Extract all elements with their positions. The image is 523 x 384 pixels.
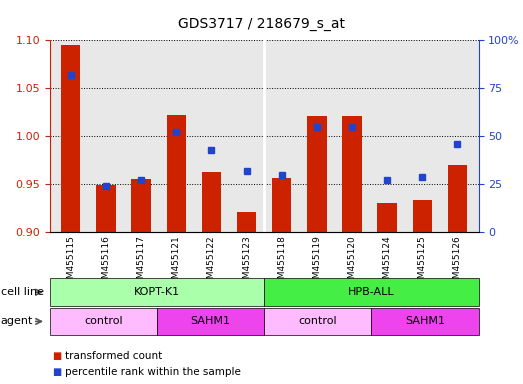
Text: KOPT-K1: KOPT-K1 (134, 287, 180, 297)
Bar (413, 200, 432, 232)
Bar (131, 179, 151, 232)
Bar (378, 203, 397, 232)
Bar (202, 172, 221, 232)
Bar (166, 115, 186, 232)
Bar (343, 116, 362, 232)
Bar (237, 212, 256, 232)
Text: cell line: cell line (1, 287, 43, 297)
Text: SAHM1: SAHM1 (190, 316, 231, 326)
Bar (272, 178, 291, 232)
Bar (307, 116, 326, 232)
Text: percentile rank within the sample: percentile rank within the sample (65, 367, 241, 377)
Text: transformed count: transformed count (65, 351, 163, 361)
Text: control: control (84, 316, 122, 326)
Text: GDS3717 / 218679_s_at: GDS3717 / 218679_s_at (178, 17, 345, 31)
Bar (448, 165, 467, 232)
Text: HPB-ALL: HPB-ALL (348, 287, 395, 297)
Text: ■: ■ (52, 351, 62, 361)
Text: agent: agent (1, 316, 33, 326)
Text: SAHM1: SAHM1 (405, 316, 445, 326)
Text: control: control (299, 316, 337, 326)
Bar (61, 45, 81, 232)
Text: ■: ■ (52, 367, 62, 377)
Bar (96, 185, 116, 232)
